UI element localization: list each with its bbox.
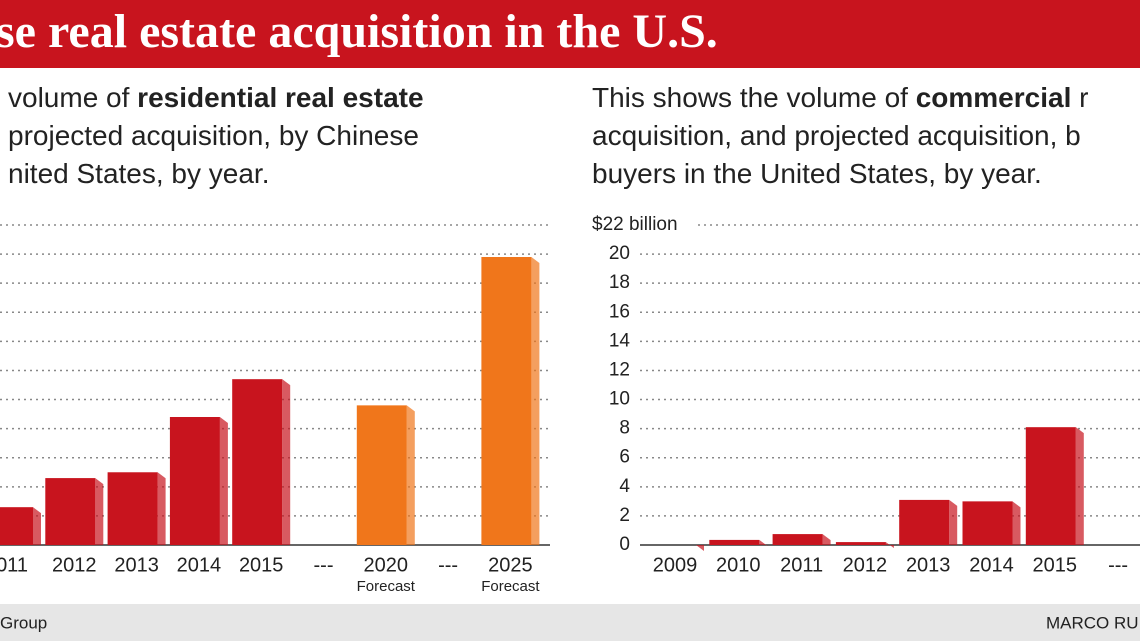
description-segment: r (1071, 82, 1088, 113)
description-segment: projected acquisition, by Chinese (8, 120, 419, 151)
bar-side (95, 478, 104, 545)
x-tick-label: --- (438, 554, 458, 576)
x-tick-label: 2013 (906, 554, 951, 576)
x-tick-label: --- (1108, 554, 1128, 576)
x-tick-label: 2012 (52, 554, 97, 576)
chart-description: projected acquisition, by Chinese (8, 120, 419, 151)
title-band (0, 0, 1140, 68)
chart-description: This shows the volume of commercial r (592, 82, 1088, 113)
x-tick-sublabel: Forecast (481, 578, 540, 595)
footer-source: Group (0, 613, 47, 632)
bar (962, 501, 1013, 545)
bar (899, 499, 950, 545)
bar (356, 405, 407, 545)
chart-description: nited States, by year. (8, 158, 270, 189)
bar (772, 534, 823, 545)
bar-side (885, 542, 894, 549)
bar (45, 478, 96, 545)
description-segment: buyers in the United States, by year. (592, 158, 1042, 189)
y-tick-label: 12 (609, 359, 630, 380)
bar-side (531, 257, 540, 545)
footer-credit: MARCO RU (1046, 613, 1139, 632)
x-tick-label: 2020 (364, 554, 409, 576)
x-tick-sublabel: Forecast (357, 578, 416, 595)
bar-side (696, 545, 704, 551)
chart-description: buyers in the United States, by year. (592, 158, 1042, 189)
bar-side (157, 472, 166, 545)
x-tick-label: --- (314, 554, 334, 576)
y-tick-label: 6 (619, 447, 630, 468)
description-segment: nited States, by year. (8, 158, 270, 189)
bar-side (406, 405, 415, 545)
bar (107, 472, 158, 545)
x-tick-label: 2014 (177, 554, 222, 576)
bar-side (33, 507, 41, 545)
bar-side (282, 379, 291, 545)
description-segment: acquisition, and projected acquisition, … (592, 120, 1081, 151)
y-tick-label: 16 (609, 301, 630, 322)
x-tick-label: 2010 (716, 554, 761, 576)
bar (0, 507, 33, 545)
description-segment: volume of (8, 82, 137, 113)
x-tick-label: 2011 (780, 554, 823, 576)
y-tick-label: 4 (619, 476, 630, 497)
description-segment: commercial (916, 82, 1072, 113)
bar (481, 257, 532, 545)
y-tick-label: 10 (609, 389, 630, 410)
y-tick-label: 8 (619, 418, 630, 439)
x-tick-label: 2009 (653, 554, 698, 576)
chart-description: volume of residential real estate (8, 82, 424, 113)
y-tick-label: $22 billion (592, 214, 678, 235)
footer-band (0, 604, 1140, 641)
bar-side (219, 417, 228, 545)
x-tick-label: 2025 (488, 554, 533, 576)
y-tick-label: 20 (609, 243, 630, 264)
bar (169, 417, 220, 545)
bar-side (1012, 501, 1021, 545)
description-segment: residential real estate (137, 82, 423, 113)
y-tick-label: 18 (609, 272, 630, 293)
x-tick-label: 011 (0, 554, 28, 576)
x-tick-label: 2015 (239, 554, 284, 576)
bar-side (759, 539, 768, 546)
x-tick-label: 2013 (114, 554, 159, 576)
x-tick-label: 2015 (1033, 554, 1078, 576)
chart-description: acquisition, and projected acquisition, … (592, 120, 1081, 151)
y-tick-label: 0 (619, 534, 630, 555)
bar-side (1075, 427, 1084, 545)
bar (232, 379, 283, 545)
bar (709, 539, 760, 545)
x-tick-label: 2012 (843, 554, 888, 576)
x-tick-label: 2014 (969, 554, 1014, 576)
description-segment: This shows the volume of (592, 82, 916, 113)
title: se real estate acquisition in the U.S. (0, 5, 718, 58)
bar-side (949, 499, 958, 545)
y-tick-label: 2 (619, 505, 630, 526)
bar-side (822, 534, 831, 545)
bar (1025, 427, 1076, 545)
bar (835, 542, 886, 545)
y-tick-label: 14 (609, 330, 631, 351)
